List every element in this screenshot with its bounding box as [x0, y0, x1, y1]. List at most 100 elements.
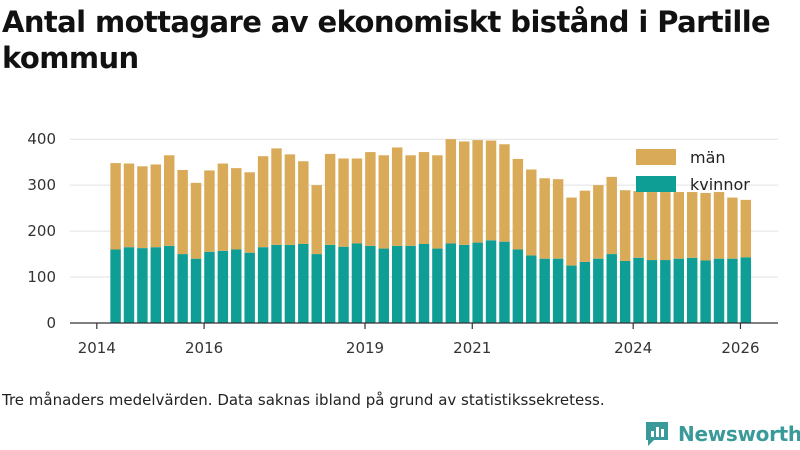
bar-kvinnor [284, 244, 296, 323]
bar-kvinnor [271, 244, 282, 323]
x-tick-label: 2026 [721, 339, 759, 357]
bar-kvinnor [190, 258, 202, 323]
bar-kvinnor [686, 257, 698, 323]
y-tick-label: 400 [27, 130, 56, 148]
bar-man [593, 185, 604, 259]
bar-man [324, 153, 336, 245]
newsworthy-logo[interactable]: Newsworthy [644, 420, 800, 448]
y-tick-label: 200 [27, 222, 56, 240]
bar-kvinnor [660, 260, 671, 323]
bar-man [458, 141, 470, 245]
chart-title: Antal mottagare av ekonomiskt bistånd i … [2, 5, 771, 75]
bar-man [137, 166, 148, 249]
bar-kvinnor [646, 260, 658, 323]
bar-man [512, 158, 524, 250]
bar-man [499, 144, 510, 242]
bar-kvinnor [378, 248, 390, 323]
x-tick-label: 2016 [185, 339, 223, 357]
legend-label: män [690, 148, 726, 167]
bar-kvinnor [150, 247, 162, 323]
bar-man [566, 197, 577, 266]
bar-man [700, 192, 711, 261]
bar-man [472, 140, 483, 243]
bar-kvinnor [552, 258, 564, 323]
y-tick-label: 100 [27, 268, 56, 286]
y-tick-label: 0 [46, 314, 56, 332]
bar-man [552, 179, 564, 259]
bar-man [365, 152, 376, 246]
bar-man [257, 156, 269, 248]
bar-kvinnor [418, 243, 430, 323]
bar-kvinnor [311, 254, 322, 323]
bar-kvinnor [163, 245, 175, 323]
bar-man [351, 158, 363, 244]
bar-kvinnor [727, 258, 738, 323]
axes: 2014 2016 2019 2021 2024 2026 [70, 322, 778, 357]
bar-man [123, 163, 135, 248]
bar-kvinnor [244, 252, 255, 323]
bar-man [217, 163, 229, 251]
bar-kvinnor [539, 258, 550, 323]
bar-man [673, 192, 685, 259]
bar-man [190, 182, 202, 259]
bar-man [418, 152, 430, 244]
bar-kvinnor [566, 265, 577, 323]
bar-kvinnor [579, 261, 591, 323]
bar-man [284, 154, 296, 245]
bar-man [432, 155, 443, 249]
bar-kvinnor [633, 257, 644, 323]
bar-man [579, 190, 591, 262]
legend-swatch [636, 149, 676, 165]
bar-kvinnor [204, 251, 215, 323]
bar-kvinnor [526, 255, 537, 323]
bar-man [633, 191, 644, 258]
x-tick-label: 2014 [78, 339, 116, 357]
bar-kvinnor [177, 254, 188, 323]
bar-man [163, 155, 175, 246]
bar-kvinnor [606, 254, 617, 323]
x-tick-label: 2024 [614, 339, 652, 357]
bar-man [606, 176, 617, 255]
bar-man [619, 190, 631, 261]
stacked-bar-chart: 0 100 200 300 400 2014 2016 2019 2021 2024 2026 m… [27, 130, 778, 357]
bar-man [526, 169, 537, 256]
bar-kvinnor [432, 248, 443, 323]
bar-man [244, 172, 255, 253]
legend: män kvinnor [636, 148, 750, 194]
bar-man [727, 197, 738, 259]
bar-man [485, 140, 497, 241]
bar-man [177, 169, 188, 255]
bar-kvinnor [137, 248, 148, 323]
bar-kvinnor [499, 241, 510, 323]
bar-kvinnor [405, 245, 416, 323]
bar-kvinnor [298, 243, 309, 323]
bar-man [378, 155, 390, 249]
bar-man [686, 192, 698, 258]
bar-kvinnor [445, 243, 457, 323]
bar-man [713, 192, 725, 259]
x-tick-label: 2019 [346, 339, 384, 357]
bar-man [539, 178, 550, 259]
y-tick-label: 300 [27, 176, 56, 194]
bar-kvinnor [700, 260, 711, 323]
bar-man [391, 147, 403, 246]
bar-kvinnor [593, 258, 604, 323]
bar-man [298, 161, 309, 244]
bar-man [405, 155, 416, 246]
bar-kvinnor [740, 257, 752, 323]
bar-kvinnor [391, 245, 403, 323]
bar-man [271, 148, 282, 245]
bar-kvinnor [673, 258, 685, 323]
bar-man [445, 139, 457, 244]
bar-kvinnor [324, 244, 336, 323]
bar-kvinnor [231, 249, 242, 323]
brand-name: Newsworthy [678, 422, 800, 446]
legend-label: kvinnor [690, 175, 750, 194]
bar-kvinnor [512, 249, 524, 323]
bar-man [646, 192, 658, 261]
bar-man [338, 158, 349, 247]
bar-man [110, 163, 121, 250]
bar-kvinnor [485, 240, 497, 323]
bar-kvinnor [123, 247, 135, 323]
bar-man [311, 185, 322, 255]
